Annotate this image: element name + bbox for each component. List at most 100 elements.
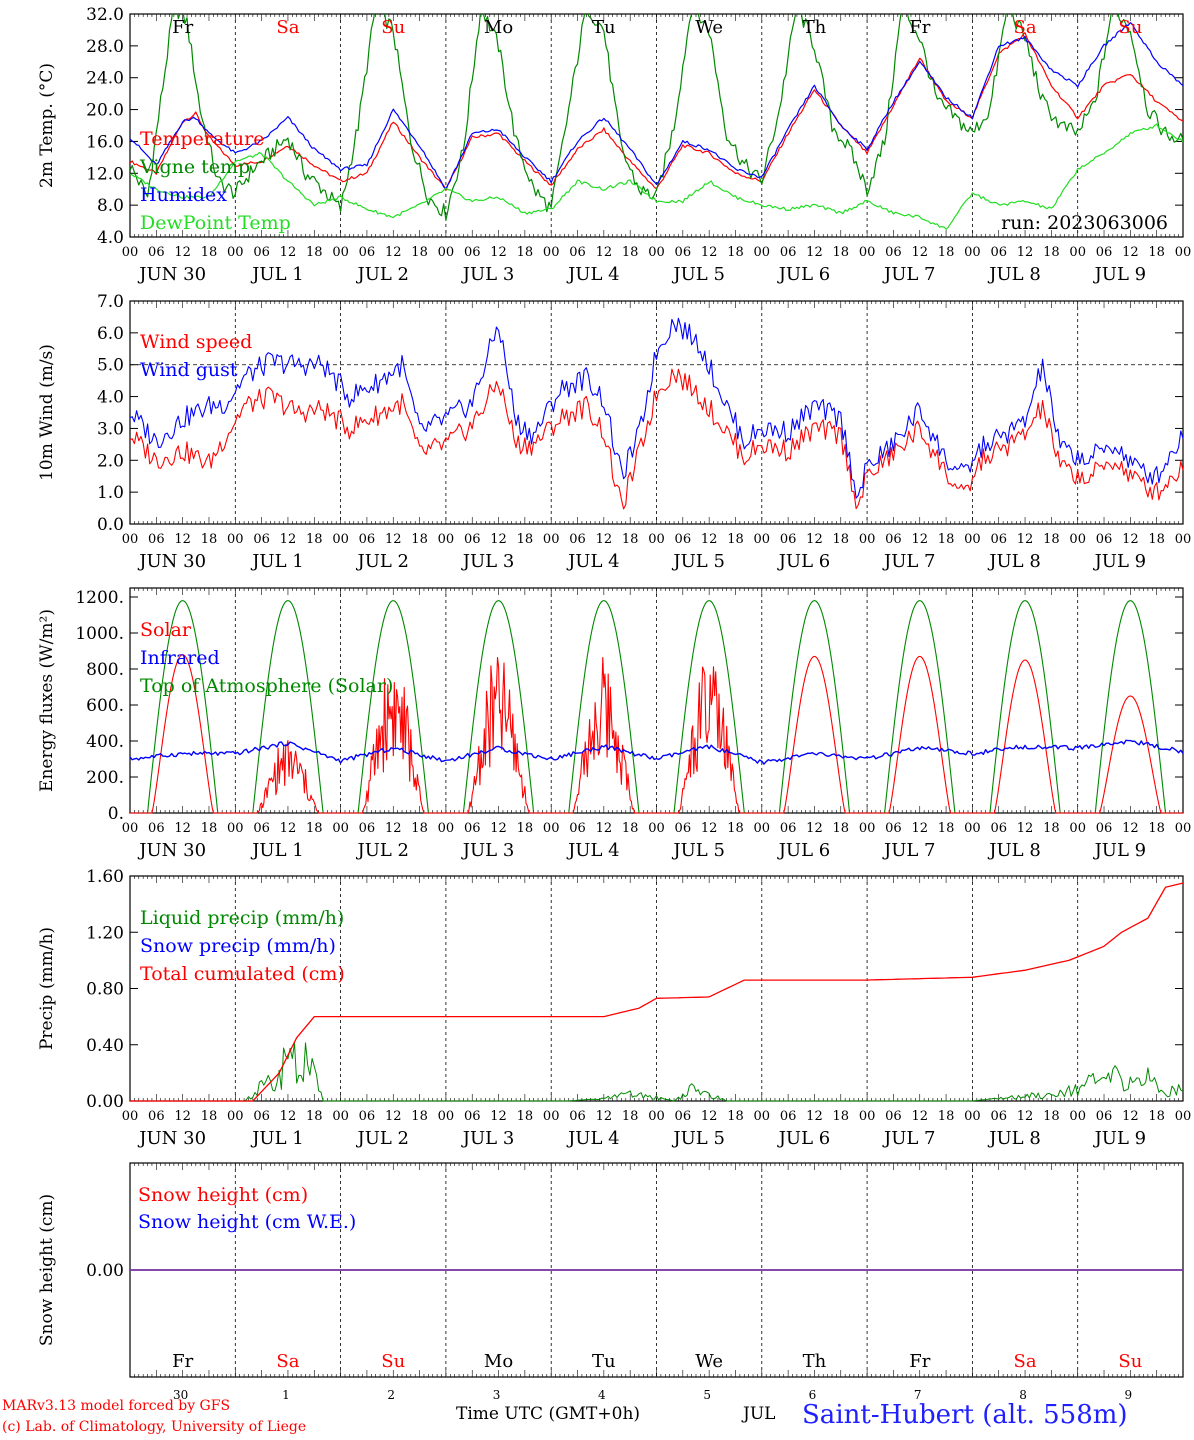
snow-day-number: 30 (173, 1388, 188, 1402)
energy-hour-label: 12 (701, 821, 718, 836)
wind-hour-label: 00 (227, 532, 244, 547)
energy-legend-entry: Infrared (140, 647, 220, 669)
wind-hour-label: 12 (174, 532, 191, 547)
temp-hour-label: 06 (780, 245, 797, 260)
wind-hour-label: 12 (1017, 532, 1034, 547)
temp-hour-label: 12 (701, 245, 718, 260)
temp-y-tick-label: 32.0 (86, 5, 124, 25)
precip-hour-label: 00 (1175, 1109, 1192, 1124)
precip-hour-label: 12 (174, 1109, 191, 1124)
snow-day-number: 8 (1019, 1388, 1027, 1402)
energy-hour-label: 18 (727, 821, 744, 836)
snow-day-name: Su (1118, 1351, 1142, 1372)
energy-hour-label: 12 (596, 821, 613, 836)
temp-date-label: JUL 3 (461, 264, 515, 285)
wind-y-tick-label: 3.0 (97, 419, 124, 439)
energy-hour-label: 06 (148, 821, 165, 836)
temp-legend-entry: Temperature (140, 128, 264, 150)
wind-hour-label: 12 (596, 532, 613, 547)
temp-y-tick-label: 28.0 (86, 37, 124, 57)
wind-date-label: JUL 1 (250, 551, 304, 572)
energy-hour-label: 12 (1122, 821, 1139, 836)
panel-precip: 1.60 1.20 0.80 0.40 0.00 Precip (mm/h) 00 06 12 1… (37, 867, 1191, 1149)
panel-energy: 1200. 1000. 800. 600. 400. 200. 0. Energy fluxe… (37, 587, 1191, 861)
temp-plot-area (130, 14, 1183, 230)
energy-hour-label: 06 (464, 821, 481, 836)
temp-date-label: JUL 2 (355, 264, 409, 285)
precip-date-label: JUL 9 (1093, 1128, 1147, 1149)
wind-hour-label: 06 (569, 532, 586, 547)
temp-hour-label: 00 (964, 245, 981, 260)
snow-day-number: 5 (703, 1388, 711, 1402)
temp-date-label: JUL 1 (250, 264, 304, 285)
precip-hour-label: 18 (1148, 1109, 1165, 1124)
temp-hour-label: 00 (122, 245, 139, 260)
precip-date-label: JUL 8 (987, 1128, 1041, 1149)
temp-hour-label: 18 (1043, 245, 1060, 260)
precip-hour-label: 06 (569, 1109, 586, 1124)
precip-hour-label: 06 (885, 1109, 902, 1124)
precip-legend-entry: Snow precip (mm/h) (140, 935, 336, 957)
temp-hour-label: 12 (174, 245, 191, 260)
temp-hour-label: 06 (990, 245, 1007, 260)
temp-day-name: Tu (592, 17, 616, 38)
temp-series-vigne-temp (130, 14, 1183, 221)
wind-date-label: JUL 5 (671, 551, 725, 572)
temp-day-name: Fr (909, 17, 930, 38)
energy-hour-label: 12 (1017, 821, 1034, 836)
energy-hour-label: 12 (490, 821, 507, 836)
temp-hour-label: 12 (490, 245, 507, 260)
energy-hour-label: 18 (517, 821, 534, 836)
temp-day-name: Sa (276, 17, 299, 38)
wind-hour-label: 18 (622, 532, 639, 547)
precip-hour-label: 06 (990, 1109, 1007, 1124)
precip-hour-label: 00 (1069, 1109, 1086, 1124)
precip-hour-label: 12 (280, 1109, 297, 1124)
precip-hour-label: 00 (122, 1109, 139, 1124)
energy-hour-label: 18 (201, 821, 218, 836)
precip-hour-label: 06 (464, 1109, 481, 1124)
precip-hour-label: 18 (938, 1109, 955, 1124)
temp-hour-label: 18 (938, 245, 955, 260)
temp-hour-label: 00 (438, 245, 455, 260)
precip-hour-label: 18 (833, 1109, 850, 1124)
panel-temp: 32.0 28.0 24.0 20.0 16.0 12.0 8.0 4.0 2m Temp. (… (37, 5, 1191, 285)
snow-day-name: Fr (172, 1351, 193, 1372)
wind-hour-label: 18 (833, 532, 850, 547)
temp-hour-label: 06 (359, 245, 376, 260)
temp-day-name: Sa (1014, 17, 1037, 38)
precip-hour-label: 00 (754, 1109, 771, 1124)
precip-y-tick-label: 0.00 (86, 1092, 124, 1112)
snow-day-name: Su (381, 1351, 405, 1372)
wind-date-label: JUL 3 (461, 551, 515, 572)
temp-hour-label: 06 (675, 245, 692, 260)
snow-day-number: 9 (1125, 1388, 1133, 1402)
wind-y-tick-label: 0.0 (97, 515, 124, 535)
energy-series-infrared (129, 739, 1184, 765)
energy-date-label: JUL 4 (566, 840, 620, 861)
precip-hour-label: 18 (411, 1109, 428, 1124)
energy-hour-label: 18 (1043, 821, 1060, 836)
snow-day-name: Th (803, 1351, 827, 1372)
credit-model: MARv3.13 model forced by GFS (2, 1398, 231, 1414)
snow-day-number: 1 (282, 1388, 290, 1402)
precip-hour-label: 00 (332, 1109, 349, 1124)
energy-date-label: JUL 9 (1093, 840, 1147, 861)
temp-legend-entry: DewPoint Temp (140, 212, 291, 234)
energy-date-label: JUL 1 (250, 840, 304, 861)
wind-hour-label: 00 (543, 532, 560, 547)
snow-y-axis-label: Snow height (cm) (37, 1194, 57, 1346)
wind-date-label: JUL 6 (777, 551, 831, 572)
snow-day-number: 6 (809, 1388, 817, 1402)
temp-hour-label: 12 (385, 245, 402, 260)
energy-hour-label: 18 (938, 821, 955, 836)
temp-y-tick-label: 20.0 (86, 101, 124, 121)
temp-hour-label: 12 (280, 245, 297, 260)
temp-hour-label: 00 (648, 245, 665, 260)
energy-date-label: JUL 8 (987, 840, 1041, 861)
precip-hour-label: 06 (148, 1109, 165, 1124)
snow-legend-entry: Snow height (cm) (138, 1184, 308, 1206)
temp-frame (129, 13, 1184, 238)
precip-hour-label: 18 (306, 1109, 323, 1124)
snow-day-name: Fr (909, 1351, 930, 1372)
